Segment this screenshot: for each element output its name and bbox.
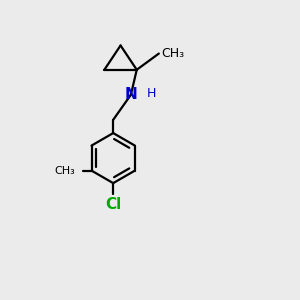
Text: CH₃: CH₃	[55, 166, 75, 176]
Text: H: H	[147, 87, 156, 100]
Text: N: N	[124, 87, 137, 102]
Text: CH₃: CH₃	[161, 47, 184, 60]
Text: Cl: Cl	[105, 197, 121, 212]
